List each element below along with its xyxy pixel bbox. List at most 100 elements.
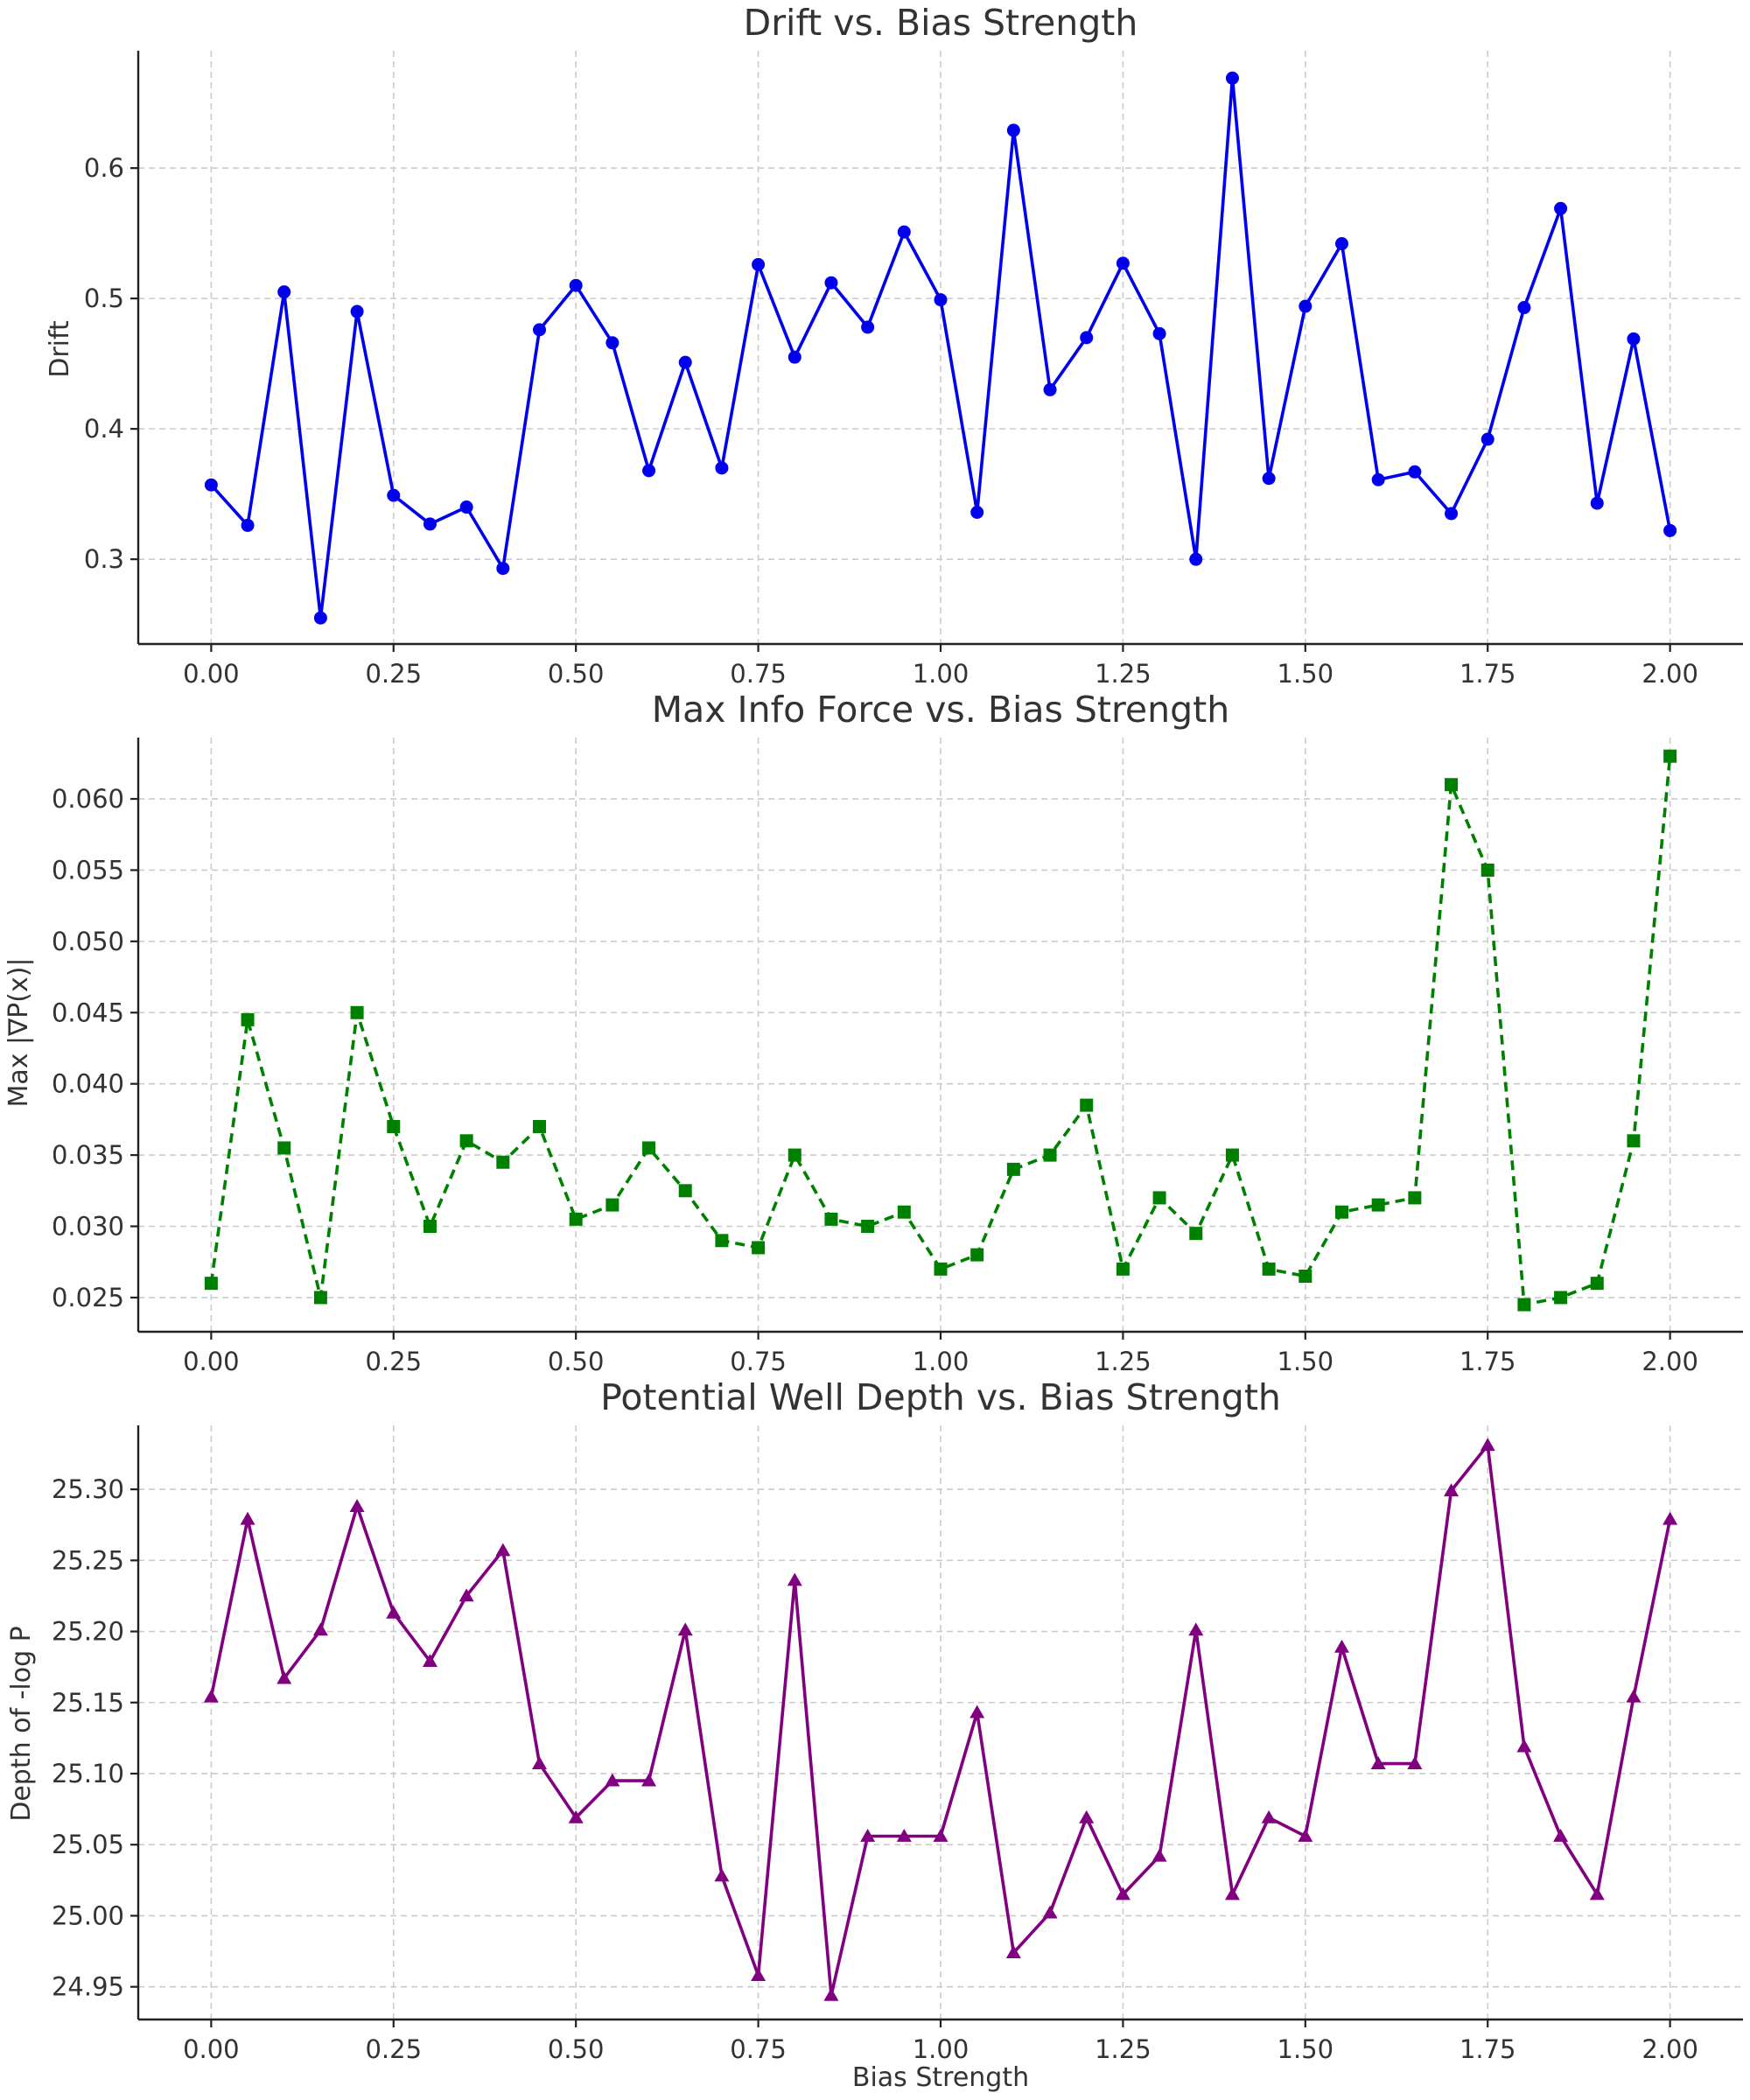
drift-point [1371,472,1385,486]
depth-y-axis-label: Depth of -log P [6,1626,37,1822]
force-panel: Max Info Force vs. Bias Strength Max |∇P… [4,689,1743,1376]
force-point [1517,1298,1531,1312]
drift-point [313,611,327,625]
force-point [569,1212,583,1226]
drift-point [241,518,255,532]
drift-point [1262,472,1276,486]
depth-x-tick-label: 0.50 [548,2034,605,2064]
drift-point [1225,71,1239,85]
force-x-tick-label: 0.75 [730,1347,787,1376]
force-point [934,1262,948,1276]
force-point [277,1141,291,1155]
drift-point [1189,552,1203,566]
depth-point [1005,1945,1021,1959]
depth-point [970,1704,985,1718]
depth-y-tick-label: 25.15 [52,1688,124,1718]
depth-point [240,1511,256,1525]
force-point [1627,1134,1641,1148]
drift-point [970,505,984,519]
drift-point [1080,331,1094,345]
drift-point [934,293,948,307]
force-point [1663,749,1677,763]
force-x-tick-label: 0.50 [548,1347,605,1376]
drift-ticks: 0.00 0.25 0.50 0.75 1.00 1.25 1.50 1.75 2.00 0.3 0… [84,51,1743,689]
depth-x-tick-label: 0.00 [183,2034,240,2064]
drift-x-tick-label: 0.50 [548,659,605,689]
depth-point [896,1828,912,1842]
drift-x-tick-label: 0.25 [365,659,422,689]
depth-point [1407,1756,1423,1769]
depth-series [203,1438,1678,2001]
force-point [1262,1262,1276,1276]
depth-y-tick-label: 25.00 [52,1900,124,1930]
force-x-tick-label: 1.25 [1095,1347,1152,1376]
depth-point [1626,1689,1642,1703]
depth-x-tick-label: 0.75 [730,2034,787,2064]
depth-point [641,1773,657,1787]
drift-point [350,304,364,318]
force-point [1006,1162,1020,1176]
drift-point [1006,123,1020,137]
drift-x-tick-label: 1.00 [913,659,970,689]
drift-point [1152,326,1166,340]
force-point [1590,1277,1604,1291]
force-point [678,1184,692,1198]
force-y-tick-label: 0.040 [52,1069,124,1099]
drift-point [861,320,875,334]
force-x-tick-label: 0.00 [183,1347,240,1376]
force-y-tick-label: 0.045 [52,998,124,1027]
depth-y-tick-label: 25.25 [52,1545,124,1575]
drift-y-axis-label: Drift [45,320,75,378]
depth-point [1152,1848,1167,1862]
depth-point [276,1670,292,1684]
drift-x-tick-label: 0.00 [183,659,240,689]
force-point [1080,1098,1094,1112]
depth-chart-title: Potential Well Depth vs. Bias Strength [600,1376,1281,1418]
drift-point [678,355,692,369]
force-point [1043,1148,1057,1162]
depth-point [605,1773,620,1787]
drift-point [715,461,729,475]
drift-point [204,478,218,492]
drift-point [824,276,838,290]
drift-y-tick-label: 0.3 [84,544,124,574]
depth-point [714,1868,730,1882]
drift-point [1116,256,1130,270]
force-point [1116,1262,1130,1276]
depth-x-tick-label: 0.25 [365,2034,422,2064]
drift-point [752,257,766,271]
depth-point [1261,1810,1277,1824]
force-point [241,1012,255,1026]
force-point [496,1155,510,1169]
drift-point [1554,201,1568,215]
depth-y-tick-label: 24.95 [52,1972,124,2002]
depth-point [1516,1739,1532,1753]
force-point [824,1212,838,1226]
depth-point [1224,1886,1240,1900]
drift-point [533,323,546,337]
force-point [423,1220,437,1234]
depth-point [1298,1828,1313,1842]
depth-point [1662,1511,1678,1525]
depth-point [1444,1483,1460,1497]
depth-point [458,1588,474,1602]
force-point [1445,778,1459,792]
drift-point [1445,507,1459,521]
force-point [788,1148,802,1162]
force-y-tick-label: 0.025 [52,1283,124,1312]
depth-x-tick-label: 1.75 [1460,2034,1516,2064]
depth-point [1589,1886,1605,1900]
depth-grid [138,1425,1743,2020]
drift-x-tick-label: 0.75 [730,659,787,689]
drift-panel: Drift vs. Bias Strength Drift 0.00 0.25 0.… [45,2,1743,689]
depth-x-tick-label: 1.50 [1278,2034,1334,2064]
drift-point [1335,237,1348,251]
force-point [1225,1148,1239,1162]
depth-y-tick-label: 25.30 [52,1474,124,1504]
drift-point [459,500,473,514]
force-point [897,1205,911,1219]
depth-point [1115,1886,1130,1900]
drift-x-tick-label: 1.75 [1460,659,1516,689]
depth-point [823,1987,839,2001]
force-y-tick-label: 0.030 [52,1212,124,1242]
